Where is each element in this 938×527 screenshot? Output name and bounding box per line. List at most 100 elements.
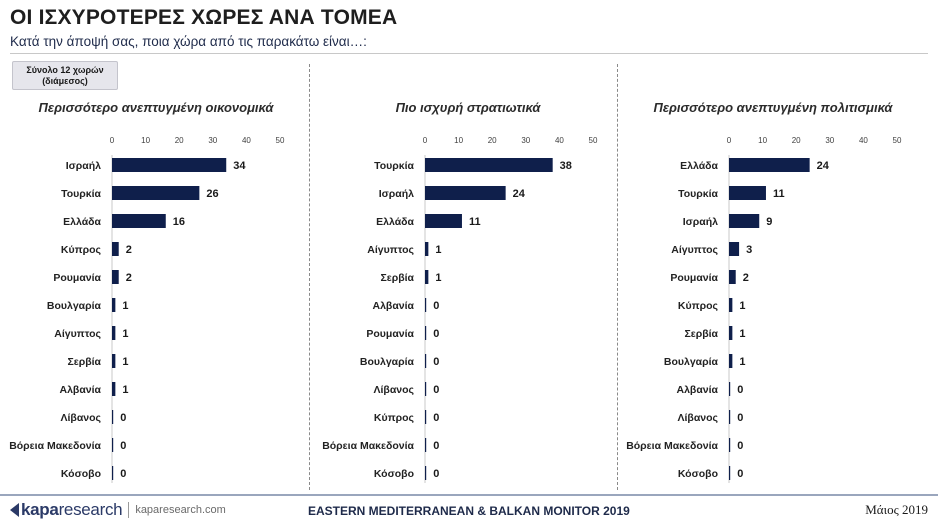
chart-3-value-label: 1	[739, 300, 745, 312]
chart-3-bar	[729, 382, 731, 396]
chart-2-category-label: Λίβανος	[374, 384, 415, 396]
chart-3-title: Περισσότερο ανεπτυγμένη πολιτισμικά	[654, 100, 894, 115]
chart-2-value-label: 1	[435, 244, 441, 256]
chart-3-value-label: 0	[737, 440, 743, 452]
chart-3-category-label: Ελλάδα	[680, 160, 718, 172]
chart-1-value-label: 2	[126, 272, 132, 284]
chart-2-category-label: Σερβία	[380, 272, 414, 284]
chart-1-category-label: Βουλγαρία	[47, 300, 102, 312]
chart-1-tick-label: 40	[242, 136, 251, 145]
chart-1-value-label: 1	[122, 300, 128, 312]
chart-1-bar	[112, 410, 114, 424]
chart-2-tick-label: 50	[589, 136, 598, 145]
chart-1-bar	[112, 326, 116, 340]
chart-3-tick-label: 50	[893, 136, 902, 145]
footer-report-name: EASTERN MEDITERRANEAN & BALKAN MONITOR 2…	[308, 504, 630, 518]
chart-1-value-label: 16	[173, 216, 185, 228]
logo-separator	[128, 502, 130, 518]
chart-1-category-label: Ισραήλ	[66, 160, 101, 172]
chart-3-bar	[729, 354, 733, 368]
chart-1-value-label: 0	[120, 412, 126, 424]
chart-3-category-label: Κύπρος	[678, 300, 719, 312]
chart-3-category-label: Βουλγαρία	[664, 356, 719, 368]
chart-3-category-label: Ισραήλ	[683, 216, 718, 228]
site-url: kaparesearch.com	[135, 504, 226, 516]
chart-2-bar	[425, 326, 427, 340]
chart-3-value-label: 9	[766, 216, 772, 228]
chart-2-value-label: 1	[435, 272, 441, 284]
base-note-line1: Σύνολο 12 χωρών	[26, 65, 104, 75]
chart-1-category-label: Κύπρος	[61, 244, 102, 256]
chart-1-tick-label: 0	[110, 136, 115, 145]
logo-text-bold: kapa	[21, 500, 59, 519]
chart-1-tick-label: 10	[141, 136, 150, 145]
chart-2-category-label: Αίγυπτος	[367, 244, 414, 256]
chart-2-tick-label: 0	[423, 136, 428, 145]
chart-2-category-label: Ρουμανία	[366, 328, 414, 340]
chart-2-value-label: 11	[469, 216, 481, 228]
chart-1-bar	[112, 186, 200, 200]
chart-2-tick-label: 10	[454, 136, 463, 145]
chart-1-bar	[112, 242, 119, 256]
chart-2-value-label: 38	[560, 160, 572, 172]
chart-2-category-label: Αλβανία	[373, 300, 415, 312]
chart-1-value-label: 34	[233, 160, 246, 172]
kapa-research-logo: kapa research kaparesearch.com	[10, 500, 226, 520]
chart-3-category-label: Αλβανία	[677, 384, 719, 396]
chart-1-value-label: 1	[122, 384, 128, 396]
chart-1-category-label: Κόσοβο	[61, 468, 101, 480]
base-note-line2: (διάμεσος)	[42, 76, 88, 86]
chart-3-bar	[729, 158, 810, 172]
chart-1-category-label: Λίβανος	[61, 412, 102, 424]
chart-2-bar	[425, 298, 427, 312]
chart-2-category-label: Ελλάδα	[376, 216, 414, 228]
chart-3-value-label: 2	[743, 272, 749, 284]
chart-2-tick-label: 20	[488, 136, 497, 145]
chart-3-category-label: Αίγυπτος	[671, 244, 718, 256]
footer-date: Μάιος 2019	[865, 502, 928, 517]
page-title: ΟΙ ΙΣΧΥΡΟΤΕΡΕΣ ΧΩΡΕΣ ΑΝΑ ΤΟΜΕΑ	[10, 6, 398, 29]
chart-3-bar	[729, 466, 731, 480]
logo-text-light: research	[58, 500, 123, 519]
chart-2-bar	[425, 466, 427, 480]
chart-2-category-label: Βουλγαρία	[360, 356, 415, 368]
chart-1-bar	[112, 158, 227, 172]
chart-1-bar	[112, 214, 166, 228]
chart-2-category-label: Ισραήλ	[379, 188, 414, 200]
chart-2-bar	[425, 186, 506, 200]
chart-1-bar	[112, 382, 116, 396]
chart-1-category-label: Αλβανία	[60, 384, 102, 396]
chart-1-bar	[112, 466, 114, 480]
chart-1-bar	[112, 298, 116, 312]
chart-1-bar	[112, 354, 116, 368]
chart-3-value-label: 1	[739, 328, 745, 340]
chart-2-bar	[425, 270, 429, 284]
chart-2-category-label: Τουρκία	[374, 160, 414, 172]
chart-1-value-label: 0	[120, 440, 126, 452]
chart-2-category-label: Βόρεια Μακεδονία	[322, 440, 414, 452]
chart-3-tick-label: 40	[859, 136, 868, 145]
chart-2-value-label: 24	[513, 188, 526, 200]
chart-3-bar	[729, 214, 760, 228]
chart-3-value-label: 0	[737, 468, 743, 480]
chart-1-bar	[112, 438, 114, 452]
chart-3-value-label: 11	[773, 188, 785, 200]
chart-3-bar	[729, 186, 766, 200]
chart-2-value-label: 0	[433, 328, 439, 340]
chart-2-category-label: Κύπρος	[374, 412, 415, 424]
logo-mark-icon	[10, 503, 19, 517]
chart-3-tick-label: 20	[792, 136, 801, 145]
chart-1-value-label: 0	[120, 468, 126, 480]
chart-3-value-label: 1	[739, 356, 745, 368]
chart-2-value-label: 0	[433, 468, 439, 480]
page-subtitle: Κατά την άποψή σας, ποια χώρα από τις πα…	[10, 34, 367, 49]
chart-2-bar	[425, 382, 427, 396]
chart-3-category-label: Λίβανος	[678, 412, 719, 424]
chart-3-category-label: Βόρεια Μακεδονία	[626, 440, 718, 452]
chart-1-category-label: Βόρεια Μακεδονία	[9, 440, 101, 452]
chart-3-tick-label: 0	[727, 136, 732, 145]
chart-2-bar	[425, 354, 427, 368]
chart-3-value-label: 3	[746, 244, 752, 256]
base-note-badge: Σύνολο 12 χωρών (διάμεσος)	[12, 61, 118, 90]
